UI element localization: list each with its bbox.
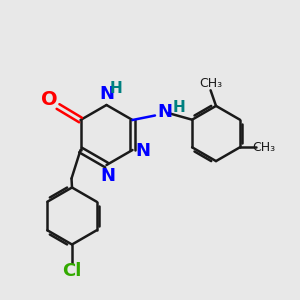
Text: CH₃: CH₃ [199,77,222,90]
Text: N: N [158,103,172,122]
Text: Cl: Cl [62,262,82,280]
Text: N: N [99,85,114,103]
Text: N: N [136,142,151,160]
Text: N: N [100,167,116,185]
Text: H: H [172,100,185,115]
Text: CH₃: CH₃ [252,141,275,154]
Text: O: O [41,90,57,110]
Text: H: H [110,81,122,96]
